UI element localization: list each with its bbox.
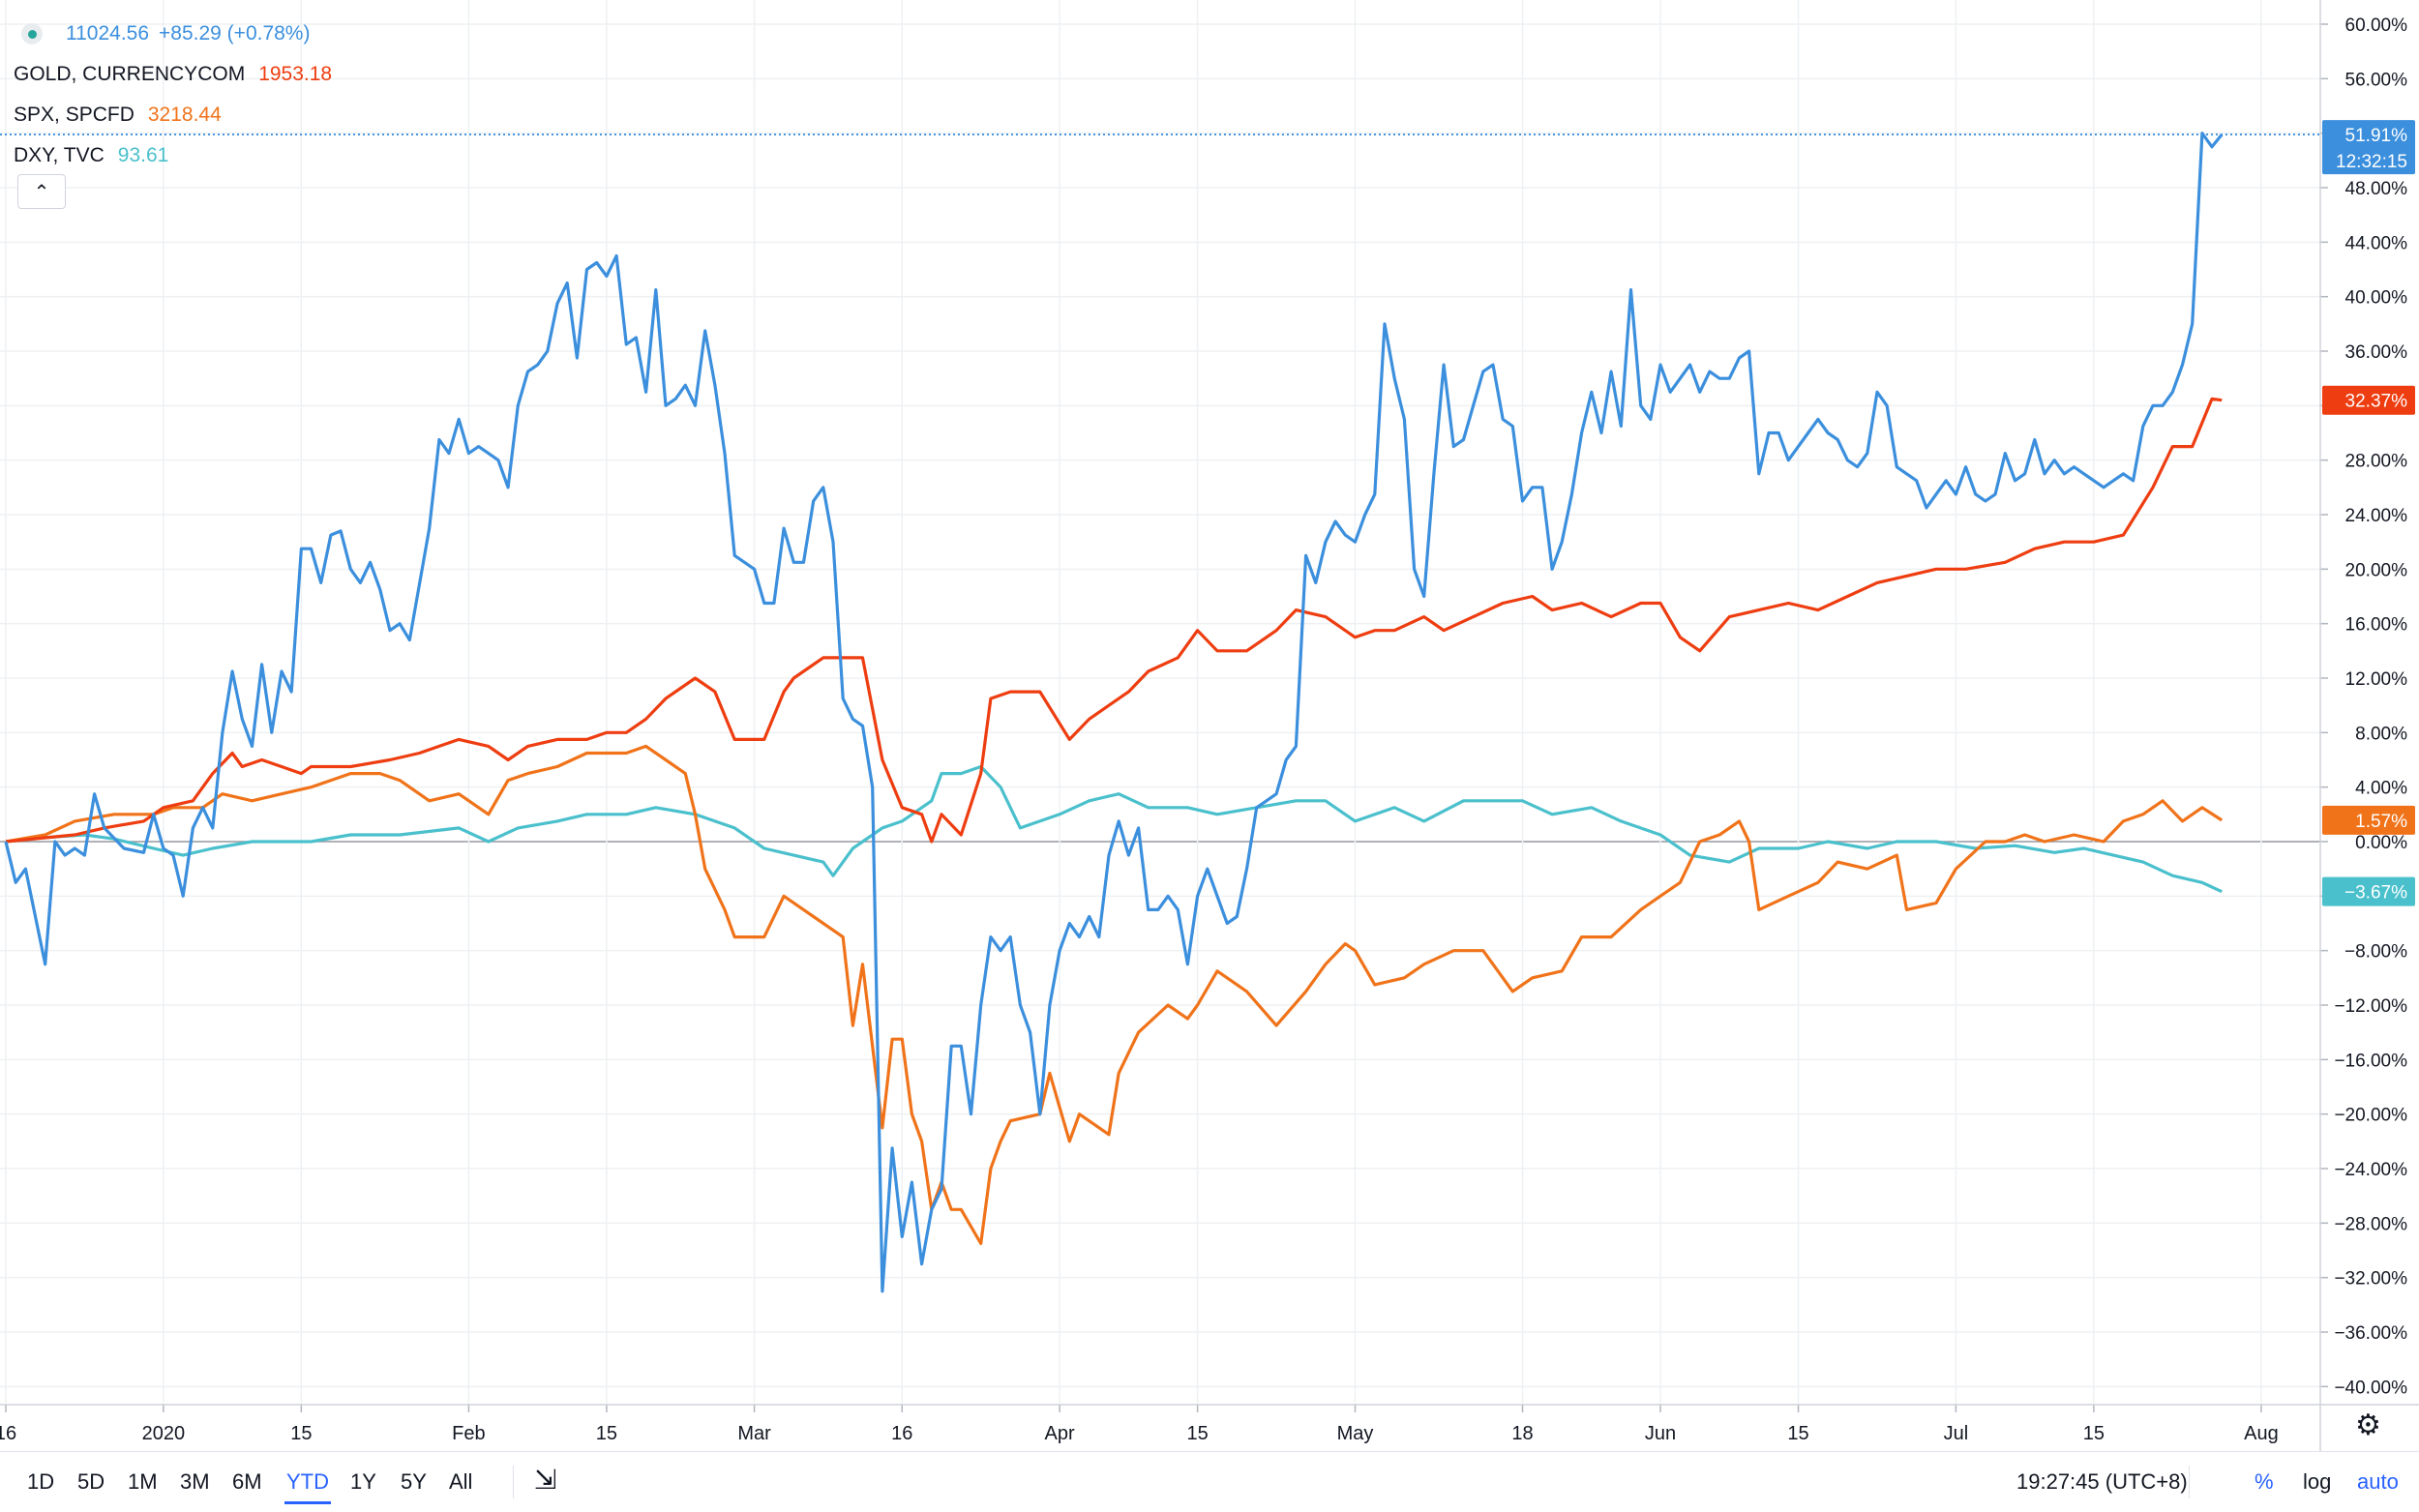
auto-toggle[interactable]: auto — [2357, 1469, 2399, 1494]
x-tick-label: Feb — [452, 1423, 485, 1444]
range-1y-button[interactable]: 1Y — [350, 1469, 376, 1494]
legend: 11024.56 +85.29 (+0.78%) GOLD, CURRENCYC… — [14, 14, 332, 176]
last-value-red: 32.37% — [2345, 392, 2408, 412]
y-tick-label: 60.00% — [2345, 15, 2408, 36]
bottom-toolbar: 1D 5D 1M 3M 6M YTD 1Y 5Y All ⇲ 19:27:45 … — [0, 1451, 2419, 1512]
y-tick-label: −20.00% — [2334, 1106, 2407, 1126]
last-value-labels: 51.91% 12:32:15 32.37% 1.57% −3.67% — [2322, 120, 2415, 906]
series-line-orange — [5, 744, 2224, 1246]
range-all-button[interactable]: All — [449, 1469, 473, 1494]
price-axis[interactable]: 60.00%56.00%52.00%48.00%44.00%40.00%36.0… — [2319, 0, 2408, 1451]
legend-dxy-name: DXY, TVC — [14, 144, 105, 166]
legend-row-nasdaq[interactable]: 11024.56 +85.29 (+0.78%) — [14, 14, 332, 54]
log-toggle[interactable]: log — [2303, 1469, 2332, 1494]
clock-time[interactable]: 19:27:45 (UTC+8) — [2016, 1469, 2188, 1494]
x-tick-label: 16 — [0, 1423, 16, 1444]
last-value-orange: 1.57% — [2355, 812, 2407, 832]
legend-row-dxy[interactable]: DXY, TVC 93.61 — [14, 135, 332, 176]
legend-row-spx[interactable]: SPX, SPCFD 3218.44 — [14, 95, 332, 135]
x-tick-label: 15 — [1787, 1423, 1808, 1444]
status-dot-icon — [21, 23, 43, 44]
last-value-blue-bg — [2322, 120, 2415, 175]
range-5y-button[interactable]: 5Y — [401, 1469, 427, 1494]
range-1d-button[interactable]: 1D — [27, 1469, 55, 1494]
x-tick-label: 15 — [2083, 1423, 2105, 1444]
y-tick-label: −24.00% — [2334, 1160, 2407, 1180]
x-tick-label: 15 — [596, 1423, 617, 1444]
y-tick-label: −28.00% — [2334, 1214, 2407, 1234]
legend-nasdaq-change: +85.29 (+0.78%) — [159, 22, 311, 44]
legend-spx-value: 3218.44 — [147, 104, 222, 126]
legend-gold-value: 1953.18 — [258, 63, 333, 85]
x-tick-label: Mar — [737, 1423, 771, 1444]
x-tick-label: 15 — [1187, 1423, 1209, 1444]
y-tick-label: −8.00% — [2344, 942, 2407, 963]
toolbar-divider — [2189, 1466, 2190, 1498]
calendar-goto-icon[interactable]: ⇲ — [534, 1465, 557, 1495]
y-tick-label: −16.00% — [2334, 1051, 2407, 1071]
y-tick-label: 0.00% — [2355, 833, 2407, 853]
y-tick-label: 20.00% — [2345, 560, 2408, 580]
y-tick-label: 48.00% — [2345, 179, 2408, 199]
legend-row-gold[interactable]: GOLD, CURRENCYCOM 1953.18 — [14, 54, 332, 95]
y-tick-label: 12.00% — [2345, 669, 2408, 690]
legend-nasdaq-value: 11024.56 — [66, 22, 150, 44]
gear-icon[interactable]: ⚙ — [2355, 1409, 2381, 1441]
range-6m-button[interactable]: 6M — [232, 1469, 262, 1494]
grid — [0, 0, 2320, 1405]
range-ytd-button[interactable]: YTD — [284, 1469, 331, 1504]
x-tick-label: 15 — [290, 1423, 312, 1444]
toolbar-divider — [513, 1466, 514, 1498]
legend-collapse-button[interactable]: ⌃ — [17, 174, 66, 209]
x-tick-label: Jul — [1944, 1423, 1969, 1444]
y-tick-label: −12.00% — [2334, 996, 2407, 1017]
last-value-orange-bg — [2322, 805, 2415, 835]
series-line-blue — [4, 132, 2224, 1293]
percent-toggle[interactable]: % — [2255, 1469, 2274, 1494]
x-tick-label: 16 — [891, 1423, 912, 1444]
range-5d-button[interactable]: 5D — [77, 1469, 105, 1494]
y-tick-label: 16.00% — [2345, 615, 2408, 636]
y-tick-label: 36.00% — [2345, 342, 2408, 363]
x-tick-label: Aug — [2244, 1423, 2279, 1444]
legend-spx-name: SPX, SPCFD — [14, 104, 134, 126]
legend-dxy-value: 93.61 — [117, 144, 169, 166]
series-line-teal — [5, 764, 2223, 894]
y-tick-label: 28.00% — [2345, 452, 2408, 472]
x-tick-label: 18 — [1511, 1423, 1533, 1444]
time-axis[interactable]: 16 2020 15 Feb 15 Mar 16 Apr 15 May 18 Jun 15 Jul 15 Au… — [0, 1404, 2419, 1444]
series-line-red — [5, 397, 2223, 844]
y-tick-label: −32.00% — [2334, 1269, 2407, 1290]
y-tick-label: −36.00% — [2334, 1323, 2407, 1344]
y-tick-label: 40.00% — [2345, 288, 2408, 309]
legend-gold-name: GOLD, CURRENCYCOM — [14, 63, 246, 85]
y-tick-label: 4.00% — [2355, 779, 2407, 799]
range-3m-button[interactable]: 3M — [180, 1469, 210, 1494]
last-value-blue: 51.91% — [2345, 126, 2408, 146]
y-tick-label: 44.00% — [2345, 233, 2408, 253]
x-tick-label: Jun — [1645, 1423, 1676, 1444]
chevron-up-icon: ⌃ — [33, 181, 50, 203]
last-value-teal: −3.67% — [2344, 883, 2407, 904]
last-value-red-bg — [2322, 385, 2415, 415]
last-value-teal-bg — [2322, 876, 2415, 906]
x-tick-label: 2020 — [142, 1423, 186, 1444]
x-tick-label: Apr — [1045, 1423, 1075, 1444]
y-tick-label: 56.00% — [2345, 70, 2408, 90]
y-tick-label: 24.00% — [2345, 506, 2408, 526]
x-tick-label: May — [1337, 1423, 1374, 1444]
y-tick-label: −40.00% — [2334, 1378, 2407, 1398]
series-lines — [0, 132, 2320, 1293]
countdown-label: 12:32:15 — [2336, 152, 2407, 172]
y-tick-label: 8.00% — [2355, 724, 2407, 744]
range-1m-button[interactable]: 1M — [128, 1469, 158, 1494]
